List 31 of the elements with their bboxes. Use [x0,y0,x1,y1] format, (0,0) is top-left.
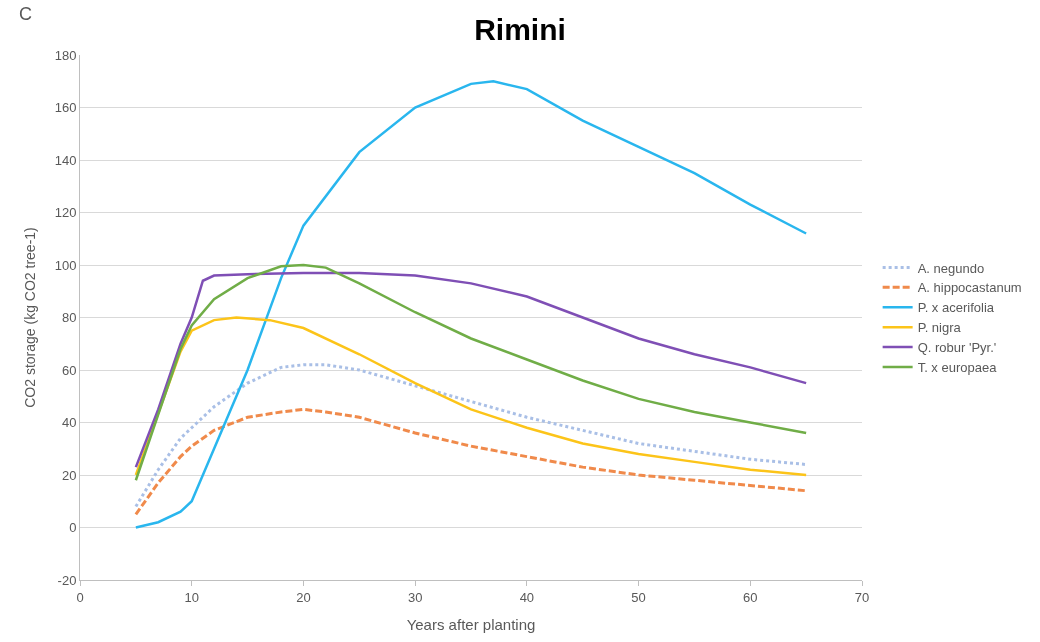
legend-label: A. hippocastanum [917,280,1022,296]
y-tick-label: 120 [54,205,77,221]
x-tick-label: 40 [519,589,535,605]
line-series [134,80,808,529]
legend-label: T. x europaea [917,360,998,376]
x-tick-label: 70 [854,589,870,605]
x-tick-label: 20 [296,589,311,605]
y-tick-label: 80 [61,310,77,326]
legend-label: P. x acerifolia [917,300,995,316]
y-tick-label: 140 [54,152,77,168]
text: C [19,4,32,24]
y-tick-label: 160 [54,100,77,116]
y-tick-label: 100 [54,257,77,273]
x-tick-label: 30 [407,589,423,605]
x-tick-label: 10 [184,589,199,605]
y-tick-label: -20 [57,572,77,588]
x-tick-label: 60 [743,589,758,605]
y-tick-label: 60 [61,362,77,378]
y-tick-label: 20 [61,467,77,483]
legend-label: Q. robur 'Pyr.' [917,340,997,356]
y-tick-label: 40 [61,415,77,431]
line-series [134,363,808,508]
chart-title: Rimini [474,13,566,47]
line-series [134,407,808,516]
y-tick-label: 180 [54,47,77,63]
x-tick-label: 50 [631,589,646,605]
y-axis-title: CO2 storage (kg CO2 tree-1) [22,227,39,408]
y-tick-label: 0 [69,520,77,536]
legend-label: A. negundo [917,260,985,276]
x-axis-title: Years after planting [406,615,536,633]
legend-label: P. nigra [917,320,962,336]
